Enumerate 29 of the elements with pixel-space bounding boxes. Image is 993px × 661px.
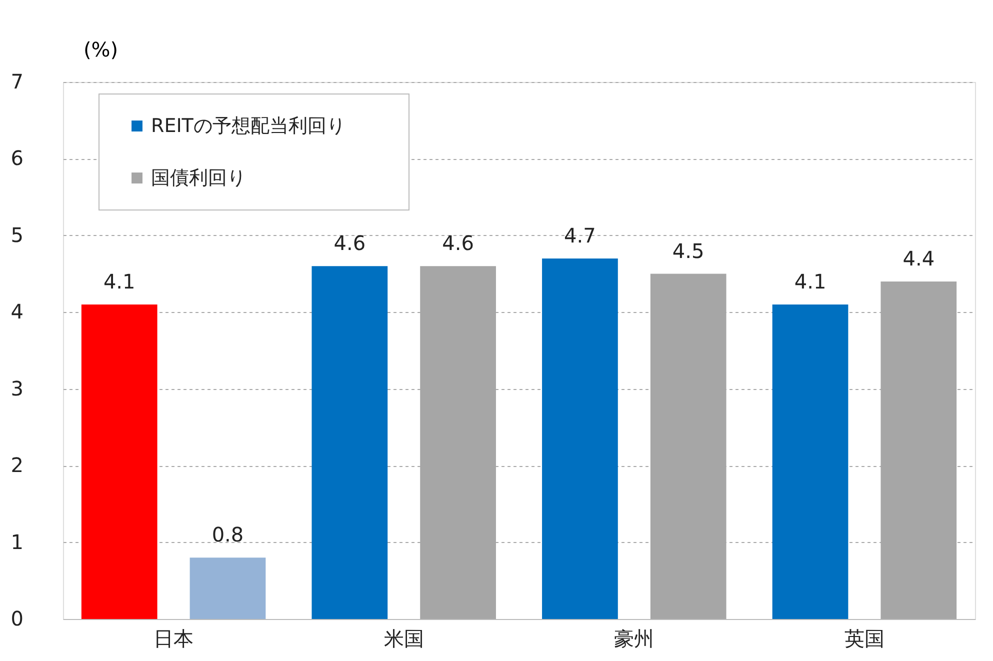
data-label: 4.6: [334, 231, 366, 256]
bar: [650, 274, 726, 619]
x-tick-label: 豪州: [614, 626, 654, 650]
x-tick-label: 日本: [154, 626, 194, 650]
data-label: 4.7: [564, 223, 596, 248]
y-axis-title: (%): [84, 38, 118, 62]
bar: [542, 258, 618, 619]
y-tick-label: 5: [10, 222, 24, 247]
legend-label: 国債利回り: [151, 167, 246, 189]
y-tick-label: 3: [10, 376, 24, 400]
data-label: 4.5: [672, 238, 704, 263]
bar: [190, 558, 266, 619]
x-tick-label: 米国: [384, 626, 424, 650]
bar: [81, 304, 158, 619]
data-label: 4.4: [902, 246, 935, 270]
y-tick-label: 1: [10, 530, 24, 554]
data-label: 0.8: [212, 522, 244, 547]
data-label: 4.1: [794, 269, 826, 294]
y-tick-label: 2: [10, 453, 24, 478]
x-tick-label: 英国: [844, 626, 884, 650]
data-label: 4.1: [103, 269, 136, 294]
legend-label: REITの予想配当利回り: [151, 115, 346, 137]
bar: [772, 304, 848, 619]
data-label: 4.6: [442, 231, 474, 256]
y-tick-label: 4: [10, 300, 24, 324]
bar: [312, 266, 388, 619]
y-tick-label: 0: [10, 606, 24, 630]
y-tick-label: 6: [10, 146, 24, 170]
y-tick-label: 7: [10, 70, 24, 94]
